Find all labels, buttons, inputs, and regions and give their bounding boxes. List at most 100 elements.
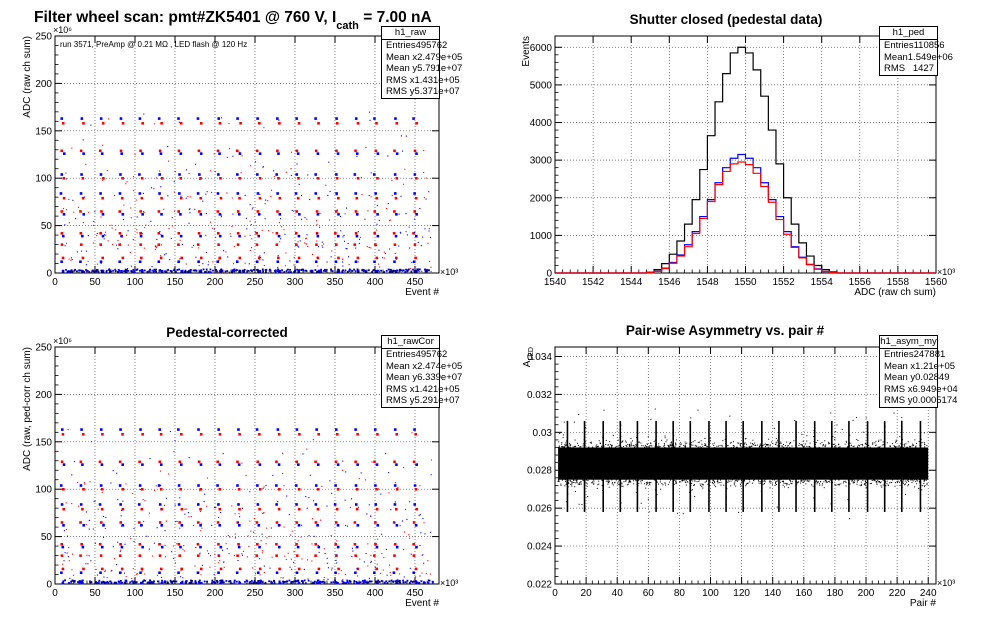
level-point — [159, 488, 163, 491]
level-point — [121, 524, 125, 527]
asymmetry-point — [627, 483, 629, 485]
scatter-point — [77, 481, 79, 483]
scatter-point — [328, 219, 331, 221]
scatter-point — [331, 569, 333, 571]
x-tick-label: 100 — [127, 277, 144, 288]
pad-pedestal-corrected: 0 50 100 150 200 250 300 350 400 4500501001502002… — [22, 325, 458, 609]
scatter-point — [339, 215, 342, 218]
asymmetry-point — [730, 465, 732, 467]
asymmetry-point — [561, 446, 563, 448]
baseline-point — [431, 580, 434, 583]
asymmetry-point — [595, 445, 597, 447]
baseline-point — [250, 269, 253, 272]
scatter-point — [68, 258, 70, 260]
scatter-point — [357, 506, 359, 508]
scatter-point — [430, 270, 432, 273]
asymmetry-point — [754, 444, 756, 446]
baseline-point — [235, 269, 238, 271]
asymmetry-point — [596, 487, 598, 489]
scatter-point — [253, 518, 255, 520]
level-point — [59, 192, 63, 195]
asymmetry-point — [788, 479, 790, 481]
asymmetry-point — [886, 483, 888, 485]
asymmetry-point — [647, 436, 649, 438]
scatter-point — [220, 117, 223, 119]
asymmetry-point — [592, 481, 594, 483]
scatter-point — [66, 552, 68, 554]
asymmetry-point — [611, 481, 613, 483]
scatter-point — [421, 270, 423, 272]
level-point — [237, 488, 241, 491]
asymmetry-point — [619, 450, 621, 452]
scatter-point — [409, 501, 411, 503]
asymmetry-point — [802, 479, 804, 481]
level-point — [121, 488, 125, 491]
asymmetry-point — [715, 486, 717, 488]
asymmetry-point — [806, 440, 808, 442]
scatter-point — [358, 238, 361, 240]
scatter-point — [143, 113, 145, 115]
level-point — [375, 488, 378, 491]
scatter-point — [264, 582, 266, 584]
scatter-point — [355, 547, 357, 549]
baseline-point — [330, 581, 333, 584]
scatter-point — [331, 492, 333, 494]
asymmetry-point — [702, 445, 704, 447]
asymmetry-point — [898, 445, 900, 447]
level-point — [315, 571, 319, 575]
scatter-point — [317, 544, 319, 547]
level-point — [337, 567, 340, 571]
asymmetry-point — [618, 479, 620, 481]
level-point — [197, 231, 201, 235]
x-exponent-label: ×10³ — [937, 578, 955, 588]
scatter-point — [112, 470, 114, 472]
asymmetry-point — [621, 485, 623, 487]
asymmetry-point — [742, 456, 744, 458]
asymmetry-point — [637, 484, 639, 486]
asymmetry-point — [625, 440, 627, 442]
asymmetry-point — [907, 441, 909, 443]
level-point — [394, 196, 398, 200]
scatter-point — [226, 192, 228, 194]
scatter-point — [90, 271, 92, 273]
level-point — [257, 524, 261, 527]
level-point — [79, 484, 83, 487]
asymmetry-point — [870, 475, 872, 477]
scatter-point — [136, 573, 138, 576]
scatter-point — [106, 170, 108, 172]
scatter-point — [319, 226, 321, 228]
y-tick-label: 250 — [35, 343, 52, 354]
level-point — [297, 488, 301, 491]
level-point — [160, 507, 163, 511]
x-tick-label: 0 — [52, 277, 58, 288]
scatter-point — [206, 550, 208, 552]
asymmetry-point — [912, 443, 914, 445]
level-point — [258, 122, 261, 125]
asymmetry-point — [828, 443, 830, 445]
asymmetry-point — [865, 464, 867, 466]
level-point — [158, 521, 162, 524]
baseline-point — [153, 580, 155, 583]
scatter-point — [312, 500, 315, 502]
baseline-point — [211, 579, 214, 582]
asymmetry-point — [751, 453, 753, 455]
asymmetry-point — [689, 469, 691, 471]
x-tick-label: 50 — [89, 588, 101, 599]
scatter-point — [133, 541, 135, 543]
scatter-point — [305, 238, 307, 240]
scatter-point — [380, 572, 382, 574]
asymmetry-point — [751, 445, 753, 447]
asymmetry-point — [708, 473, 710, 475]
level-point — [81, 177, 85, 180]
level-point — [119, 149, 123, 153]
asymmetry-point — [775, 483, 777, 485]
asymmetry-point — [636, 463, 638, 465]
level-point — [119, 428, 122, 431]
asymmetry-point — [625, 480, 627, 482]
level-point — [395, 152, 399, 155]
scatter-point — [370, 554, 372, 556]
asymmetry-point — [726, 449, 728, 451]
level-point — [180, 567, 183, 571]
asymmetry-point — [815, 477, 817, 479]
scatter-point — [410, 178, 412, 180]
